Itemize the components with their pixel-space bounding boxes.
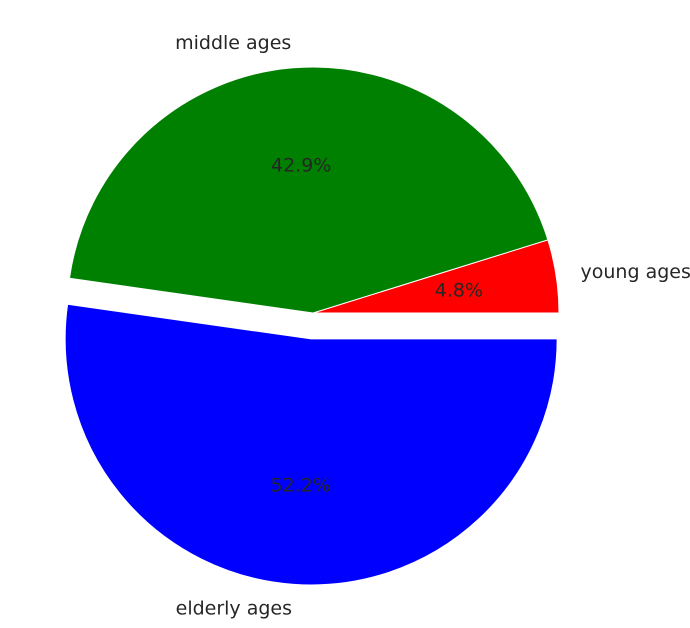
pie-category-label-young-ages: young ages xyxy=(581,261,690,283)
pie-category-label-elderly-ages: elderly ages xyxy=(176,597,292,619)
pie-pct-label-young-ages: 4.8% xyxy=(435,279,483,301)
pie-pct-label-elderly-ages: 52.2% xyxy=(271,475,331,497)
pie-slice-middle-ages xyxy=(68,66,549,314)
pie-category-label-middle-ages: middle ages xyxy=(175,32,291,54)
pie-pct-label-middle-ages: 42.9% xyxy=(271,154,331,176)
pie-slice-elderly-ages xyxy=(64,303,558,586)
